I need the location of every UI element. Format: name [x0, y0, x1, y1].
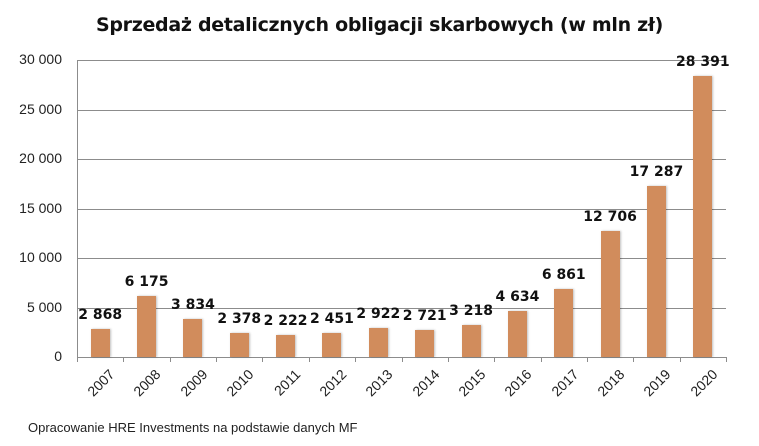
- y-tick-label: 0: [54, 348, 62, 364]
- x-tick-label: 2018: [594, 366, 628, 400]
- y-tick-label: 15 000: [19, 199, 62, 216]
- x-tick-label: 2013: [362, 366, 396, 400]
- bar: [229, 333, 249, 357]
- x-tick-mark: [123, 357, 125, 362]
- x-tick-mark: [308, 357, 310, 362]
- x-tick-mark: [586, 357, 588, 362]
- chart-title: Sprzedaż detalicznych obligacji skarbowy…: [95, 14, 664, 36]
- x-tick-label: 2020: [686, 366, 721, 400]
- source-note: Opracowanie HRE Investments na podstawie…: [28, 420, 358, 435]
- bar: [183, 319, 203, 357]
- data-label: 3 834: [170, 297, 215, 314]
- y-tick-label: 5 000: [26, 298, 62, 315]
- x-tick-mark: [262, 357, 264, 362]
- x-tick-mark: [726, 357, 727, 362]
- gridline: [77, 258, 726, 259]
- x-tick-mark: [77, 357, 78, 362]
- gridline: [77, 109, 726, 111]
- y-tick-label: 25 000: [19, 100, 62, 117]
- bar: [507, 311, 527, 357]
- x-tick-mark: [679, 357, 681, 362]
- bar: [646, 185, 666, 357]
- x-tick-mark: [540, 357, 542, 362]
- data-label: 12 706: [583, 209, 637, 226]
- x-tick-label: 2017: [547, 366, 582, 400]
- x-tick-label: 2014: [408, 366, 443, 400]
- x-tick-mark: [447, 357, 449, 362]
- data-label: 2 378: [217, 311, 262, 328]
- gridline: [77, 159, 726, 160]
- x-tick-mark: [169, 357, 171, 362]
- y-tick-label: 30 000: [19, 51, 62, 67]
- data-label: 2 222: [263, 313, 308, 329]
- y-axis-line: [77, 60, 78, 358]
- bar: [90, 328, 110, 357]
- bar: [415, 330, 435, 357]
- x-tick-label: 2009: [176, 366, 211, 400]
- x-tick-mark: [401, 357, 403, 362]
- bar: [461, 325, 481, 357]
- bar: [600, 231, 620, 357]
- x-tick-mark: [355, 357, 357, 362]
- y-tick-label: 10 000: [19, 249, 62, 265]
- x-tick-label: 2019: [640, 366, 674, 400]
- x-tick-mark: [216, 357, 218, 362]
- x-tick-label: 2007: [84, 366, 118, 400]
- bar: [554, 289, 574, 357]
- bar: [693, 75, 713, 357]
- data-label: 4 634: [495, 289, 540, 306]
- data-label: 28 391: [676, 53, 730, 70]
- x-tick-mark: [633, 357, 635, 362]
- x-tick-label: 2015: [455, 366, 489, 400]
- data-label: 2 922: [356, 306, 401, 323]
- bar: [368, 328, 388, 357]
- data-label: 3 218: [449, 303, 493, 320]
- data-label: 6 175: [124, 273, 169, 290]
- gridline: [77, 307, 726, 309]
- x-tick-label: 2010: [223, 366, 257, 400]
- y-tick-label: 20 000: [19, 150, 62, 166]
- gridline: [77, 60, 726, 61]
- x-tick-label: 2016: [501, 366, 535, 400]
- bar: [276, 335, 296, 357]
- data-label: 2 721: [402, 308, 447, 325]
- x-tick-mark: [494, 357, 496, 362]
- data-label: 6 861: [541, 267, 586, 284]
- data-label: 17 287: [629, 163, 684, 180]
- gridline: [77, 208, 726, 210]
- data-label: 2 451: [310, 310, 354, 327]
- x-tick-label: 2008: [130, 366, 164, 400]
- bar: [137, 295, 157, 357]
- bar: [322, 332, 342, 357]
- x-tick-label: 2011: [270, 366, 303, 399]
- data-label: 2 868: [78, 306, 123, 323]
- x-tick-label: 2012: [315, 366, 350, 400]
